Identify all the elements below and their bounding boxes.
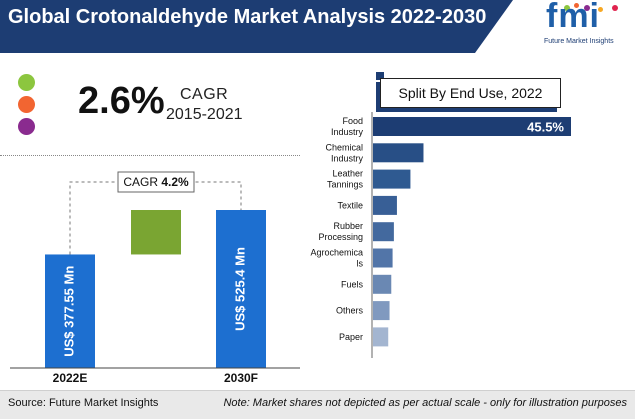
cagr-annotation-prefix: CAGR <box>123 175 161 189</box>
section-divider <box>0 155 300 156</box>
split-bar-8 <box>373 327 389 347</box>
split-bar-5 <box>373 248 393 268</box>
split-bar-3 <box>373 195 397 215</box>
bar-value-label: US$ 525.4 Mn <box>232 247 247 331</box>
split-bar-2 <box>373 169 411 189</box>
fmi-logo: fmi Future Market Insights <box>544 0 628 51</box>
split-bar-0 <box>373 117 571 136</box>
category-label: Textile <box>337 200 363 210</box>
category-label: Food <box>342 116 363 126</box>
cagr-period: 2015-2021 <box>166 106 243 123</box>
footer-source: Source: Future Market Insights <box>8 397 159 409</box>
legend-dot-orange <box>18 96 35 113</box>
split-title-box: Split By End Use, 2022 <box>380 78 561 108</box>
split-bar-4 <box>373 222 394 242</box>
category-label: Chemical <box>325 142 363 152</box>
bar-2022e <box>45 254 95 368</box>
legend-dot-green <box>18 74 35 91</box>
x-tick-label: 2022E <box>53 371 88 385</box>
category-label: Tannings <box>327 180 364 190</box>
category-label: Rubber <box>333 221 363 231</box>
category-label: Agrochemica <box>310 248 363 258</box>
split-value-label: 45.5% <box>527 120 564 135</box>
bar-value-label: US$ 377.55 Mn <box>61 266 76 357</box>
logo-tagline: Future Market Insights <box>544 38 614 45</box>
category-label: Processing <box>318 232 363 242</box>
category-label: Others <box>336 306 364 316</box>
category-label: ls <box>357 259 364 269</box>
growth-bar <box>131 210 181 255</box>
footer: Source: Future Market Insights Note: Mar… <box>0 390 635 419</box>
page-title: Global Crotonaldehyde Market Analysis 20… <box>8 6 487 28</box>
x-tick-label: 2030F <box>224 371 258 385</box>
logo-mark: fmi <box>546 0 600 35</box>
cagr-annotation-value: 4.2% <box>161 175 189 189</box>
category-label: Paper <box>339 332 363 342</box>
category-label: Industry <box>331 153 364 163</box>
split-box-marker <box>376 72 384 80</box>
bar-2030f <box>216 210 266 368</box>
cagr-label: CAGR <box>180 86 229 103</box>
cagr-value: 2.6% <box>78 80 165 122</box>
cagr-annotation-text: CAGR 4.2% <box>123 175 189 189</box>
cagr-annotation-box <box>117 171 195 193</box>
footer-note: Note: Market shares not depicted as per … <box>223 397 627 409</box>
split-bar-1 <box>373 143 424 163</box>
header-banner: Global Crotonaldehyde Market Analysis 20… <box>0 0 635 53</box>
split-bar-6 <box>373 274 392 294</box>
legend-dot-purple <box>18 118 35 135</box>
category-label: Industry <box>331 127 364 137</box>
category-label: Leather <box>332 169 363 179</box>
category-label: Fuels <box>341 279 364 289</box>
split-bar-7 <box>373 301 390 321</box>
